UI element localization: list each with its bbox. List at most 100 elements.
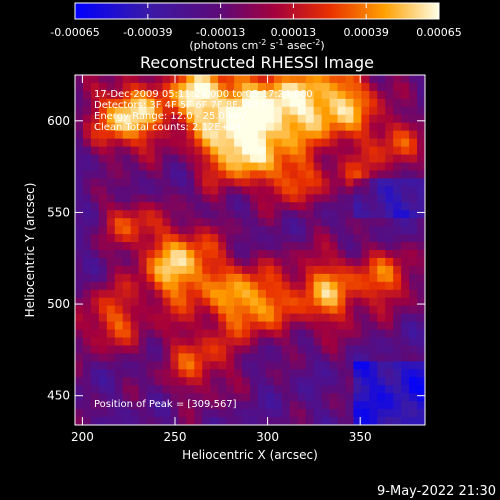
heatmap-cell	[234, 106, 243, 116]
heatmap-cell	[186, 114, 195, 124]
colorbar: -0.00065 -0.00039 -0.00013 0.00013 0.00039 0.…	[50, 2, 462, 52]
annotation-block: 17-Dec-2009 05:11:24.000 to 05:17:24.000…	[94, 89, 313, 133]
heatmap-cell	[154, 122, 164, 132]
heatmap-cell	[242, 234, 251, 243]
heatmap-cell	[250, 265, 259, 275]
heatmap-cell	[329, 289, 339, 299]
heatmap-cell	[353, 98, 362, 108]
heatmap-cell	[250, 234, 259, 243]
heatmap-cell	[234, 250, 243, 259]
heatmap-cell	[265, 393, 275, 402]
heatmap-cell	[122, 106, 132, 116]
heatmap-cell	[401, 162, 410, 172]
heatmap-cell	[265, 170, 275, 179]
heatmap-cell	[202, 98, 211, 108]
heatmap-cell	[329, 186, 339, 195]
heatmap-cell	[361, 226, 370, 235]
heatmap-cell	[289, 75, 299, 84]
heatmap-cell	[377, 369, 386, 378]
heatmap-cell	[265, 98, 275, 108]
heatmap-cell	[385, 417, 394, 425]
heatmap-cell	[409, 369, 418, 378]
heatmap-cell	[369, 345, 378, 354]
heatmap-cell	[250, 90, 259, 100]
heatmap-cell	[393, 186, 402, 195]
heatmap-cell	[369, 329, 378, 339]
heatmap-cell	[273, 98, 283, 108]
heatmap-cell	[409, 273, 418, 283]
heatmap-cell	[305, 194, 315, 203]
x-tick-label: 300	[256, 430, 279, 444]
heatmap-cell	[361, 257, 370, 267]
heatmap-cell	[377, 353, 386, 362]
heatmap-cell	[329, 98, 339, 108]
heatmap-cell	[281, 257, 291, 267]
heatmap-cell	[305, 122, 315, 132]
heatmap-cell	[234, 186, 243, 195]
heatmap-cell	[162, 130, 172, 140]
heatmap-cell	[82, 409, 92, 418]
heatmap-cell	[281, 393, 291, 402]
heatmap-cell	[122, 186, 132, 195]
heatmap-cell	[257, 138, 267, 148]
heatmap-cell	[361, 194, 370, 203]
heatmap-cell	[305, 162, 315, 172]
heatmap-cell	[75, 345, 84, 354]
heatmap-cell	[297, 82, 307, 92]
heatmap-cell	[337, 313, 347, 323]
heatmap-cell	[242, 170, 251, 179]
heatmap-cell	[154, 305, 164, 315]
heatmap-cell	[194, 75, 203, 84]
heatmap-cell	[218, 289, 227, 299]
heatmap-cell	[353, 281, 362, 291]
heatmap-cell	[146, 75, 156, 84]
heatmap-cell	[361, 409, 370, 418]
heatmap-cell	[106, 265, 116, 275]
heatmap-cell	[305, 313, 315, 323]
heatmap-cell	[234, 369, 243, 378]
heatmap-cell	[194, 122, 203, 132]
heatmap-cell	[361, 361, 370, 370]
heatmap-cell	[385, 194, 394, 203]
heatmap-cell	[146, 401, 156, 410]
heatmap-cell	[138, 313, 148, 323]
heatmap-cell	[82, 345, 92, 354]
heatmap-cell	[265, 305, 275, 315]
heatmap-cell	[114, 170, 124, 179]
heatmap-cell	[122, 345, 132, 354]
heatmap-cell	[154, 369, 164, 378]
heatmap-cell	[130, 218, 140, 227]
heatmap-cell	[409, 289, 418, 299]
heatmap-cell	[321, 417, 331, 425]
heatmap-cell	[409, 250, 418, 259]
heatmap-cell	[218, 114, 227, 124]
heatmap-cell	[345, 162, 354, 172]
heatmap-cell	[377, 242, 386, 251]
heatmap-cell	[154, 265, 164, 275]
heatmap-cell	[313, 361, 323, 370]
heatmap-cell	[138, 329, 148, 339]
heatmap-cell	[337, 361, 347, 370]
heatmap-cell	[353, 154, 362, 164]
heatmap-cell	[202, 369, 211, 378]
heatmap-cell	[281, 130, 291, 140]
heatmap-cell	[75, 194, 84, 203]
heatmap-cell	[162, 162, 172, 172]
heatmap-cell	[417, 154, 425, 164]
heatmap-cell	[417, 130, 425, 140]
heatmap-cell	[385, 297, 394, 307]
heatmap-cell	[178, 194, 187, 203]
heatmap-cell	[130, 194, 140, 203]
heatmap-cell	[154, 146, 164, 156]
heatmap-cell	[289, 369, 299, 378]
heatmap-cell	[122, 218, 132, 227]
heatmap-cell	[170, 361, 179, 370]
heatmap-cell	[369, 257, 378, 267]
heatmap-cell	[345, 265, 354, 275]
heatmap-cell	[234, 417, 243, 425]
heatmap-cell	[345, 257, 354, 267]
heatmap-cell	[250, 401, 259, 410]
heatmap-cell	[138, 417, 148, 425]
heatmap-cell	[385, 234, 394, 243]
heatmap-cell	[257, 281, 267, 291]
